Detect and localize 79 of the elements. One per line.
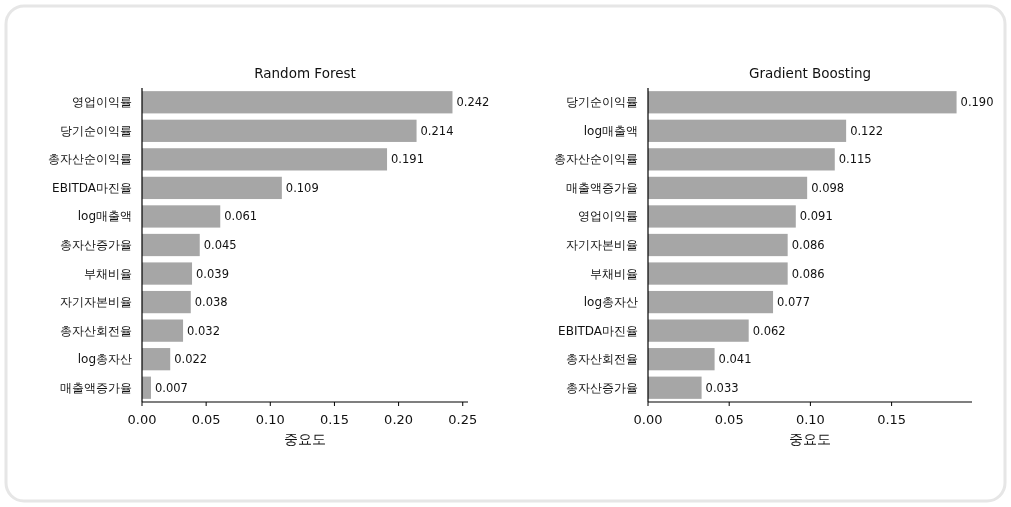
y-tick-label: EBITDA마진율 <box>558 323 638 338</box>
y-tick-label: 총자산증가율 <box>60 238 132 252</box>
x-axis-title: 중요도 <box>789 431 831 447</box>
data-label: 0.191 <box>391 152 424 167</box>
y-tick-label: 영업이익률 <box>72 95 132 110</box>
data-label: 0.045 <box>203 238 237 252</box>
data-label: 0.190 <box>960 95 994 110</box>
bar <box>648 262 788 285</box>
data-label: 0.041 <box>718 352 752 367</box>
data-label: 0.086 <box>791 266 825 281</box>
y-tick-label: log총자산 <box>77 352 132 367</box>
y-tick-label: 총자산회전율 <box>60 323 132 338</box>
x-tick-label: 0.00 <box>127 412 157 427</box>
bar <box>648 376 702 399</box>
x-tick-label: 0.20 <box>384 412 414 427</box>
data-label: 0.214 <box>420 123 454 138</box>
data-label: 0.032 <box>187 323 220 338</box>
bar <box>142 233 200 257</box>
chart-title: Gradient Boosting <box>748 65 872 81</box>
data-label: 0.077 <box>777 295 810 310</box>
bar <box>142 91 453 114</box>
y-tick-label: 총자산순이익률 <box>48 152 132 167</box>
y-tick-label: 자기자본비율 <box>566 238 638 252</box>
x-tick-label: 0.05 <box>714 412 744 427</box>
bar <box>648 119 847 142</box>
x-tick-label: 0.10 <box>795 412 825 427</box>
bar <box>142 348 171 371</box>
chart-title: Random Forest <box>254 65 356 81</box>
bar <box>142 176 282 200</box>
x-tick-label: 0.15 <box>877 412 907 427</box>
bar <box>142 119 417 142</box>
data-label: 0.038 <box>194 295 228 310</box>
bar <box>648 290 774 314</box>
y-tick-label: log매출액 <box>583 123 638 138</box>
x-tick-label: 0.00 <box>633 412 663 427</box>
bar <box>142 205 221 228</box>
y-tick-label: 부채비율 <box>590 266 638 281</box>
y-tick-label: 총자산증가율 <box>566 380 638 395</box>
x-tick-label: 0.05 <box>191 412 221 427</box>
y-tick-label: 총자산순이익률 <box>554 152 638 167</box>
data-label: 0.115 <box>838 152 872 167</box>
x-tick-label: 0.10 <box>255 412 285 427</box>
data-label: 0.091 <box>799 209 833 224</box>
bar <box>648 233 788 257</box>
y-tick-label: EBITDA마진율 <box>52 180 132 195</box>
data-label: 0.033 <box>705 380 739 395</box>
y-tick-label: 총자산회전율 <box>566 352 638 367</box>
bar <box>142 148 388 171</box>
y-tick-label: 자기자본비율 <box>60 295 132 310</box>
x-tick-label: 0.15 <box>319 412 349 427</box>
data-label: 0.062 <box>752 323 786 338</box>
y-tick-label: log총자산 <box>583 295 638 310</box>
bar <box>648 148 835 171</box>
data-label: 0.086 <box>791 238 825 252</box>
y-tick-label: 당기순이익률 <box>566 95 638 110</box>
x-tick-label: 0.25 <box>448 412 478 427</box>
data-label: 0.022 <box>174 352 208 367</box>
data-label: 0.098 <box>811 180 845 195</box>
bar <box>648 319 749 342</box>
x-axis-title: 중요도 <box>284 431 326 447</box>
data-label: 0.007 <box>154 380 188 395</box>
bar <box>142 262 193 285</box>
y-tick-label: 영업이익률 <box>578 209 638 224</box>
bar <box>648 91 957 114</box>
bar <box>142 290 191 314</box>
y-tick-label: 매출액증가율 <box>60 380 132 395</box>
y-tick-label: 매출액증가율 <box>566 180 638 195</box>
data-label: 0.039 <box>196 266 229 281</box>
bar <box>648 176 808 200</box>
data-label: 0.109 <box>285 180 319 195</box>
bar <box>648 348 715 371</box>
data-label: 0.122 <box>850 123 884 138</box>
y-tick-label: 부채비율 <box>84 266 132 281</box>
data-label: 0.061 <box>224 209 258 224</box>
data-label: 0.242 <box>456 95 490 110</box>
y-tick-label: 당기순이익률 <box>60 123 132 138</box>
bar <box>648 205 796 228</box>
y-tick-label: log매출액 <box>77 209 132 224</box>
bar <box>142 319 184 342</box>
